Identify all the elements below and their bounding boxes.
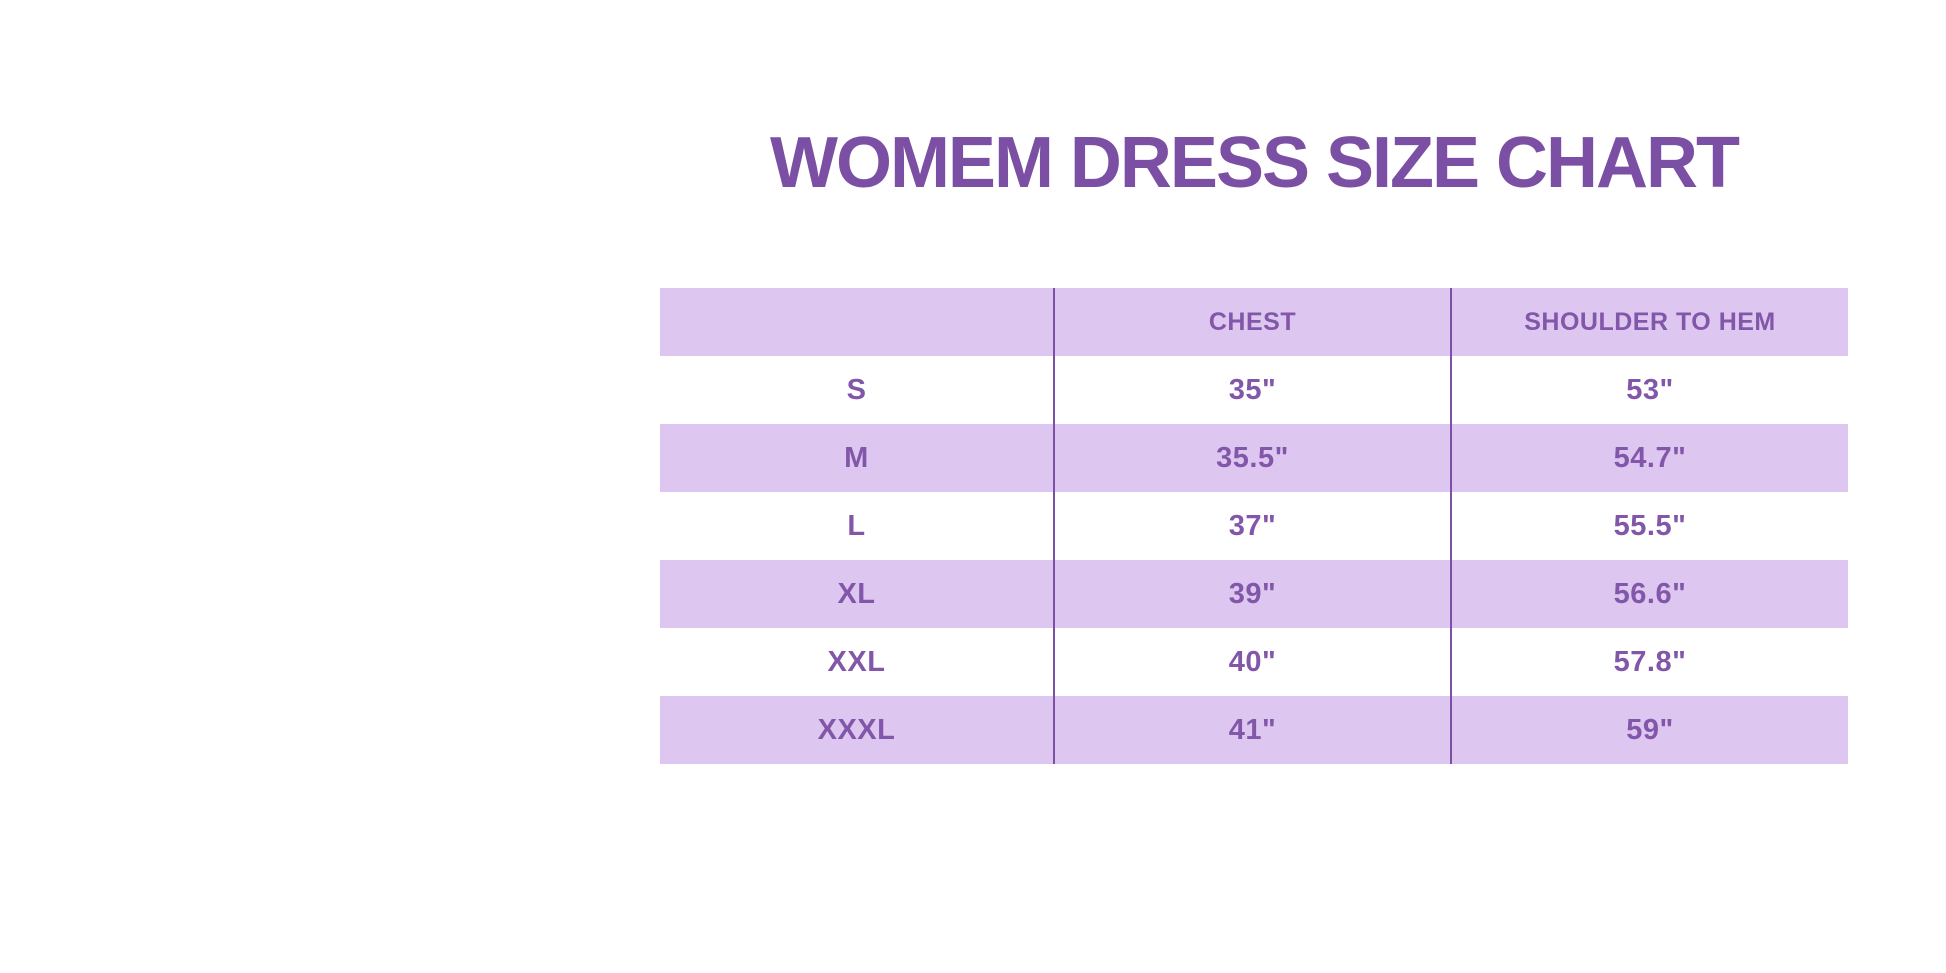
shoulder-to-hem-cell: 55.5": [1450, 492, 1848, 560]
size-chart-table: CHEST SHOULDER TO HEM S 35" 53" M 35.5" …: [660, 288, 1848, 764]
chest-cell: 39": [1053, 560, 1451, 628]
chest-cell: 37": [1053, 492, 1451, 560]
shoulder-to-hem-column-header: SHOULDER TO HEM: [1450, 288, 1848, 356]
shoulder-to-hem-cell: 59": [1450, 696, 1848, 764]
size-column-header: [660, 288, 1054, 356]
size-cell: L: [847, 509, 866, 542]
table-row: M 35.5" 54.7": [660, 424, 1848, 492]
chest-cell: 35": [1053, 356, 1451, 424]
shoulder-to-hem-cell: 54.7": [1450, 424, 1848, 492]
table-row: XXL 40" 57.8": [660, 628, 1848, 696]
table-header-row: CHEST SHOULDER TO HEM: [660, 288, 1848, 356]
size-cell: XXL: [827, 645, 886, 678]
shoulder-to-hem-cell: 56.6": [1450, 560, 1848, 628]
size-cell: S: [846, 373, 867, 406]
chest-cell: 40": [1053, 628, 1451, 696]
size-cell: XL: [837, 577, 876, 610]
chest-cell: 41": [1053, 696, 1451, 764]
chest-column-header: CHEST: [1053, 288, 1451, 356]
chest-cell: 35.5": [1053, 424, 1451, 492]
page-title: WOMEM DRESS SIZE CHART: [769, 123, 1740, 204]
shoulder-to-hem-cell: 57.8": [1450, 628, 1848, 696]
size-chart-table-container: CHEST SHOULDER TO HEM S 35" 53" M 35.5" …: [660, 288, 1848, 764]
size-cell: XXXL: [817, 713, 896, 746]
table-row: XL 39" 56.6": [660, 560, 1848, 628]
size-cell: M: [844, 441, 869, 474]
table-row: XXXL 41" 59": [660, 696, 1848, 764]
table-row: S 35" 53": [660, 356, 1848, 424]
table-row: L 37" 55.5": [660, 492, 1848, 560]
shoulder-to-hem-cell: 53": [1450, 356, 1848, 424]
